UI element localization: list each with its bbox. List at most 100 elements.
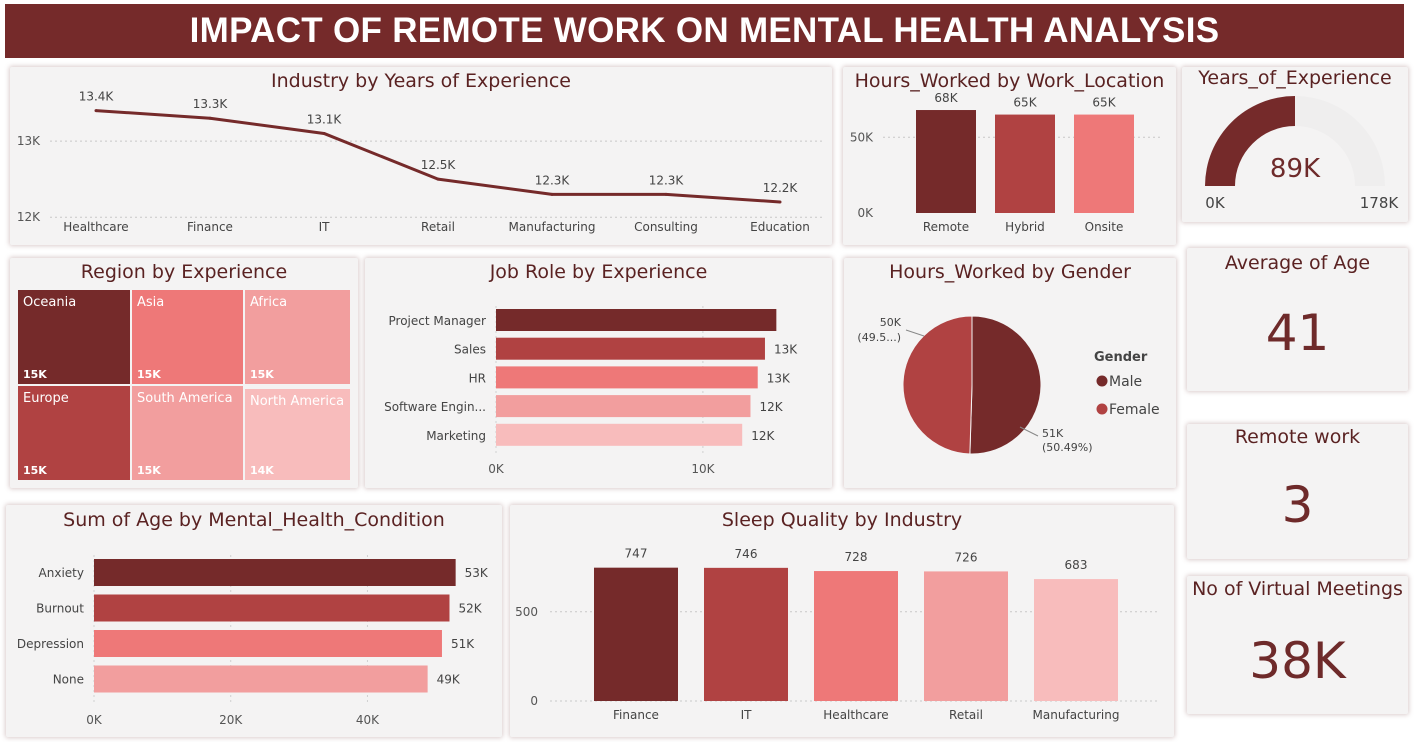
y-tick-label: Sales <box>454 343 486 357</box>
kpi-age-card[interactable]: Average of Age 41 <box>1187 248 1408 391</box>
y-tick-label: 50K <box>850 130 874 144</box>
x-tick-label: Onsite <box>1085 220 1124 234</box>
y-tick-label: 0 <box>530 694 538 708</box>
data-label: 65K <box>1092 96 1116 110</box>
x-tick-label: IT <box>319 220 331 234</box>
line-point <box>208 116 212 120</box>
bar <box>496 309 777 331</box>
sleep-bar-chart: 500 0 747 Finance 746 IT 728 Healthcare 726 Retai… <box>515 547 1160 722</box>
treemap-cell-name: Asia <box>137 295 165 310</box>
gauge-fill <box>1205 96 1295 186</box>
data-label: 12K <box>759 400 783 414</box>
treemap-cell-name: Oceania <box>23 295 77 310</box>
industry-line-card[interactable]: Industry by Years of Experience 13K 12K 13… <box>10 67 832 245</box>
dashboard-title: IMPACT OF REMOTE WORK ON MENTAL HEALTH A… <box>189 11 1220 50</box>
x-tick-label: Hybrid <box>1005 220 1045 234</box>
bar <box>496 337 765 360</box>
y-tick-label: Marketing <box>426 429 486 443</box>
kpi-meetings-card[interactable]: No of Virtual Meetings 38K <box>1187 576 1408 714</box>
gauge-min: 0K <box>1205 194 1226 212</box>
data-label: 68K <box>934 91 958 105</box>
x-tick-label: Education <box>750 220 810 234</box>
data-label: 12.2K <box>763 181 799 195</box>
bar <box>496 366 758 389</box>
region-chart-title: Region by Experience <box>80 261 288 283</box>
x-tick-label: Healthcare <box>823 708 888 722</box>
y-tick-label: Burnout <box>36 602 84 616</box>
x-tick-label: Manufacturing <box>1033 708 1120 722</box>
pie-slice <box>902 315 973 455</box>
data-label: 683 <box>1065 558 1088 572</box>
y-tick-label: Anxiety <box>39 566 84 580</box>
data-label: 13K <box>767 371 791 385</box>
location-bar-card[interactable]: Hours_Worked by Work_Location 50K 0K 68K Re… <box>843 67 1176 245</box>
data-label: 747 <box>625 547 648 561</box>
x-tick-label: 40K <box>356 713 380 727</box>
pie-label: 50K <box>880 316 902 329</box>
legend-title: Gender <box>1094 350 1148 365</box>
data-label: 746 <box>735 547 758 561</box>
legend-marker <box>1096 375 1108 387</box>
x-tick-label: Consulting <box>634 220 698 234</box>
leader-line <box>1019 426 1039 437</box>
legend-marker <box>1096 403 1108 415</box>
line-point <box>94 109 98 113</box>
pie-pct-label: (50.49%) <box>1042 441 1093 454</box>
x-tick-label: 20K <box>219 713 243 727</box>
treemap-cell-name: North America <box>250 394 345 409</box>
treemap-cell[interactable]: South America 15K <box>131 385 244 481</box>
gender-pie-card[interactable]: Hours_Worked by Gender 51K (50.49%) 50K (49… <box>844 258 1176 488</box>
treemap-cell[interactable]: Europe 15K <box>17 385 131 481</box>
x-tick-label: Healthcare <box>63 220 128 234</box>
x-tick-label: Finance <box>613 708 659 722</box>
gauge-max: 178K <box>1360 194 1400 212</box>
gender-pie-chart: 51K(50.49%) 50K (49.5...) Gender Male Female <box>857 315 1160 455</box>
treemap-cell[interactable]: Africa 15K <box>244 289 351 385</box>
jobrole-chart-title: Job Role by Experience <box>489 261 708 283</box>
kpi-remote-value: 3 <box>1281 476 1314 534</box>
sleep-chart-title: Sleep Quality by Industry <box>721 509 963 531</box>
treemap-cell-value: 15K <box>250 368 274 381</box>
sleep-bar-card[interactable]: Sleep Quality by Industry 500 0 747 Finance… <box>510 505 1174 737</box>
industry-chart-title: Industry by Years of Experience <box>270 70 571 92</box>
mental-bar-chart: 0K 20K 40K Anxiety 53K Burnout 52K Depression 51… <box>17 555 489 727</box>
data-label: 13.3K <box>193 97 229 111</box>
treemap-cell[interactable]: North America 14K <box>244 388 351 481</box>
bar <box>814 571 898 701</box>
data-label: 13.1K <box>307 112 343 126</box>
kpi-remote-card[interactable]: Remote work 3 <box>1187 424 1408 559</box>
kpi-meetings-value: 38K <box>1249 632 1346 690</box>
treemap-cell-name: Africa <box>250 295 288 310</box>
y-tick-label: 13K <box>17 134 41 148</box>
location-bar-chart: 50K 0K 68K Remote 65K Hybrid 65K Onsite <box>850 91 1163 234</box>
kpi-age-title: Average of Age <box>1224 252 1371 274</box>
dashboard-banner: IMPACT OF REMOTE WORK ON MENTAL HEALTH A… <box>5 4 1404 58</box>
treemap-cell-value: 15K <box>137 368 161 381</box>
line-point <box>436 177 440 181</box>
x-tick-label: Finance <box>187 220 233 234</box>
experience-gauge-card[interactable]: Years_of_Experience 89K 0K 178K <box>1182 67 1408 222</box>
y-tick-label: HR <box>469 371 486 385</box>
treemap-cell-value: 15K <box>23 464 47 477</box>
jobrole-bar-chart: 0K 10K Project Manager Sales 13K HR 13K Softwar… <box>384 306 798 476</box>
jobrole-bar-card[interactable]: Job Role by Experience 0K 10K Project Mana… <box>365 258 832 488</box>
data-label: 49K <box>437 673 461 687</box>
x-tick-label: 10K <box>691 462 715 476</box>
data-label: 12K <box>751 429 775 443</box>
pie-label: 51K <box>1042 427 1064 440</box>
bar <box>496 423 743 446</box>
x-tick-label: Manufacturing <box>509 220 596 234</box>
mental-bar-card[interactable]: Sum of Age by Mental_Health_Condition 0K… <box>6 505 502 737</box>
bar <box>1034 579 1118 701</box>
treemap-cell[interactable]: Asia 15K <box>131 289 244 385</box>
region-treemap-card[interactable]: Region by Experience Oceania 15K Asia 15K Af… <box>10 258 358 488</box>
data-label: 53K <box>465 566 489 580</box>
bar <box>916 110 976 213</box>
treemap-cell[interactable]: Oceania 15K <box>17 289 131 385</box>
experience-gauge: 89K 0K 178K <box>1205 96 1400 212</box>
industry-line <box>95 109 781 204</box>
data-label: 51K <box>451 637 475 651</box>
pie-pct-label: (49.5...) <box>857 331 901 344</box>
legend-label: Female <box>1109 402 1160 418</box>
y-tick-label: 500 <box>515 605 538 619</box>
